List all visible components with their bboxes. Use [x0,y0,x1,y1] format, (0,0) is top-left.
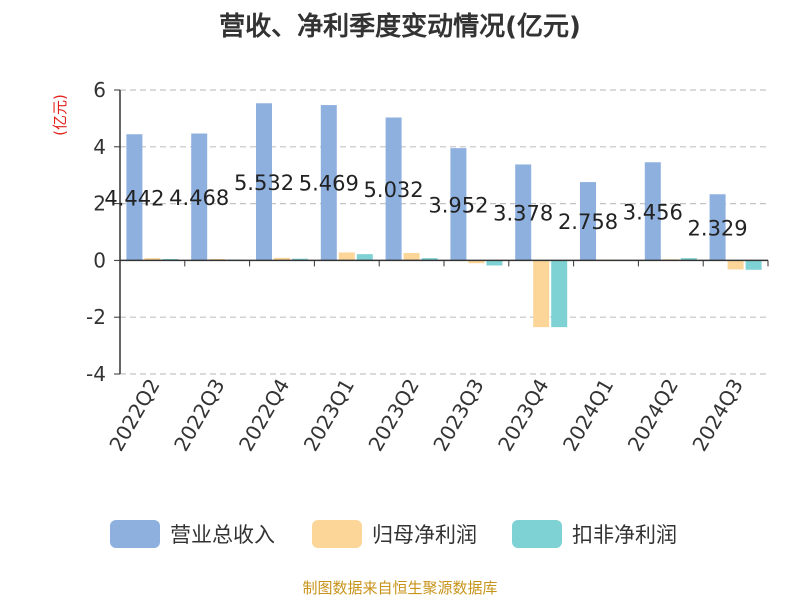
grid [120,89,768,375]
data-label: 3.952 [428,193,488,217]
bar-2023Q4-series-2 [551,260,568,328]
bar-2023Q3-series-0 [450,148,467,261]
bar-2023Q2-series-1 [403,253,420,261]
bar-2023Q4-series-0 [515,164,532,261]
bar-2024Q3-series-0 [709,194,726,261]
x-tick-label: 2024Q2 [623,375,683,456]
x-tick-label: 2022Q3 [169,375,229,456]
data-label: 5.032 [364,178,424,202]
y-tick-label: 2 [93,192,106,216]
data-label: 3.456 [623,200,683,224]
x-tick-label: 2023Q1 [299,375,359,456]
bar-2024Q1-series-0 [580,182,596,261]
bar-2023Q2-series-0 [385,117,402,261]
x-tick-label: 2023Q2 [363,375,423,456]
legend-item-label[interactable]: 归母净利润 [372,523,477,547]
data-label: 2.758 [558,210,618,234]
x-tick-label: 2024Q1 [558,375,618,456]
bar-2022Q3-series-0 [191,133,208,261]
y-tick-label: -4 [86,362,106,386]
chart-title: 营收、净利季度变动情况(亿元) [219,11,581,42]
legend[interactable]: 营业总收入 归母净利润 扣非净利润 [110,520,677,548]
bar-2023Q1-series-0 [320,105,337,261]
data-label: 3.378 [493,201,553,225]
x-tick-label: 2023Q4 [493,375,553,456]
bar-2022Q2-series-1 [144,258,161,261]
bar-2024Q3-series-1 [727,260,744,270]
bars [126,103,762,328]
bar-2022Q2-series-0 [126,134,143,261]
y-tick-label: 6 [93,78,106,102]
y-tick-label: 4 [93,135,106,159]
x-tick-label: 2022Q4 [234,375,294,456]
bar-2023Q1-series-2 [356,254,373,261]
bar-2023Q1-series-1 [338,252,355,261]
bar-2024Q2-series-0 [644,162,661,261]
y-tick-label: -2 [86,305,106,329]
bar-2023Q3-series-1 [468,260,485,264]
source-note: 制图数据来自恒生聚源数据库 [302,579,497,597]
bar-2024Q3-series-2 [745,260,762,270]
bar-2023Q2-series-2 [421,258,438,261]
legend-swatch[interactable] [512,520,562,548]
bar-2023Q3-series-2 [486,260,503,266]
legend-swatch[interactable] [110,520,160,548]
bar-2023Q4-series-1 [533,260,550,328]
y-tick-label: 0 [93,248,106,272]
data-label: 4.468 [169,186,229,210]
y-axis-label: (亿元) [51,94,69,136]
bar-2022Q4-series-0 [256,103,272,261]
bar-2022Q4-series-1 [274,257,290,261]
legend-item-label[interactable]: 扣非净利润 [572,523,677,547]
x-tick-label: 2023Q3 [428,375,488,456]
legend-item-label[interactable]: 营业总收入 [170,523,275,547]
x-tick-label: 2024Q3 [687,375,747,456]
data-label: 5.469 [299,172,359,196]
data-label: 2.329 [688,216,748,240]
data-label: 4.442 [104,186,164,210]
bar-2022Q4-series-2 [292,258,308,261]
legend-swatch[interactable] [312,520,362,548]
bar-2024Q2-series-2 [680,258,697,261]
x-tick-label: 2022Q2 [104,375,164,456]
data-label: 5.532 [234,171,294,195]
